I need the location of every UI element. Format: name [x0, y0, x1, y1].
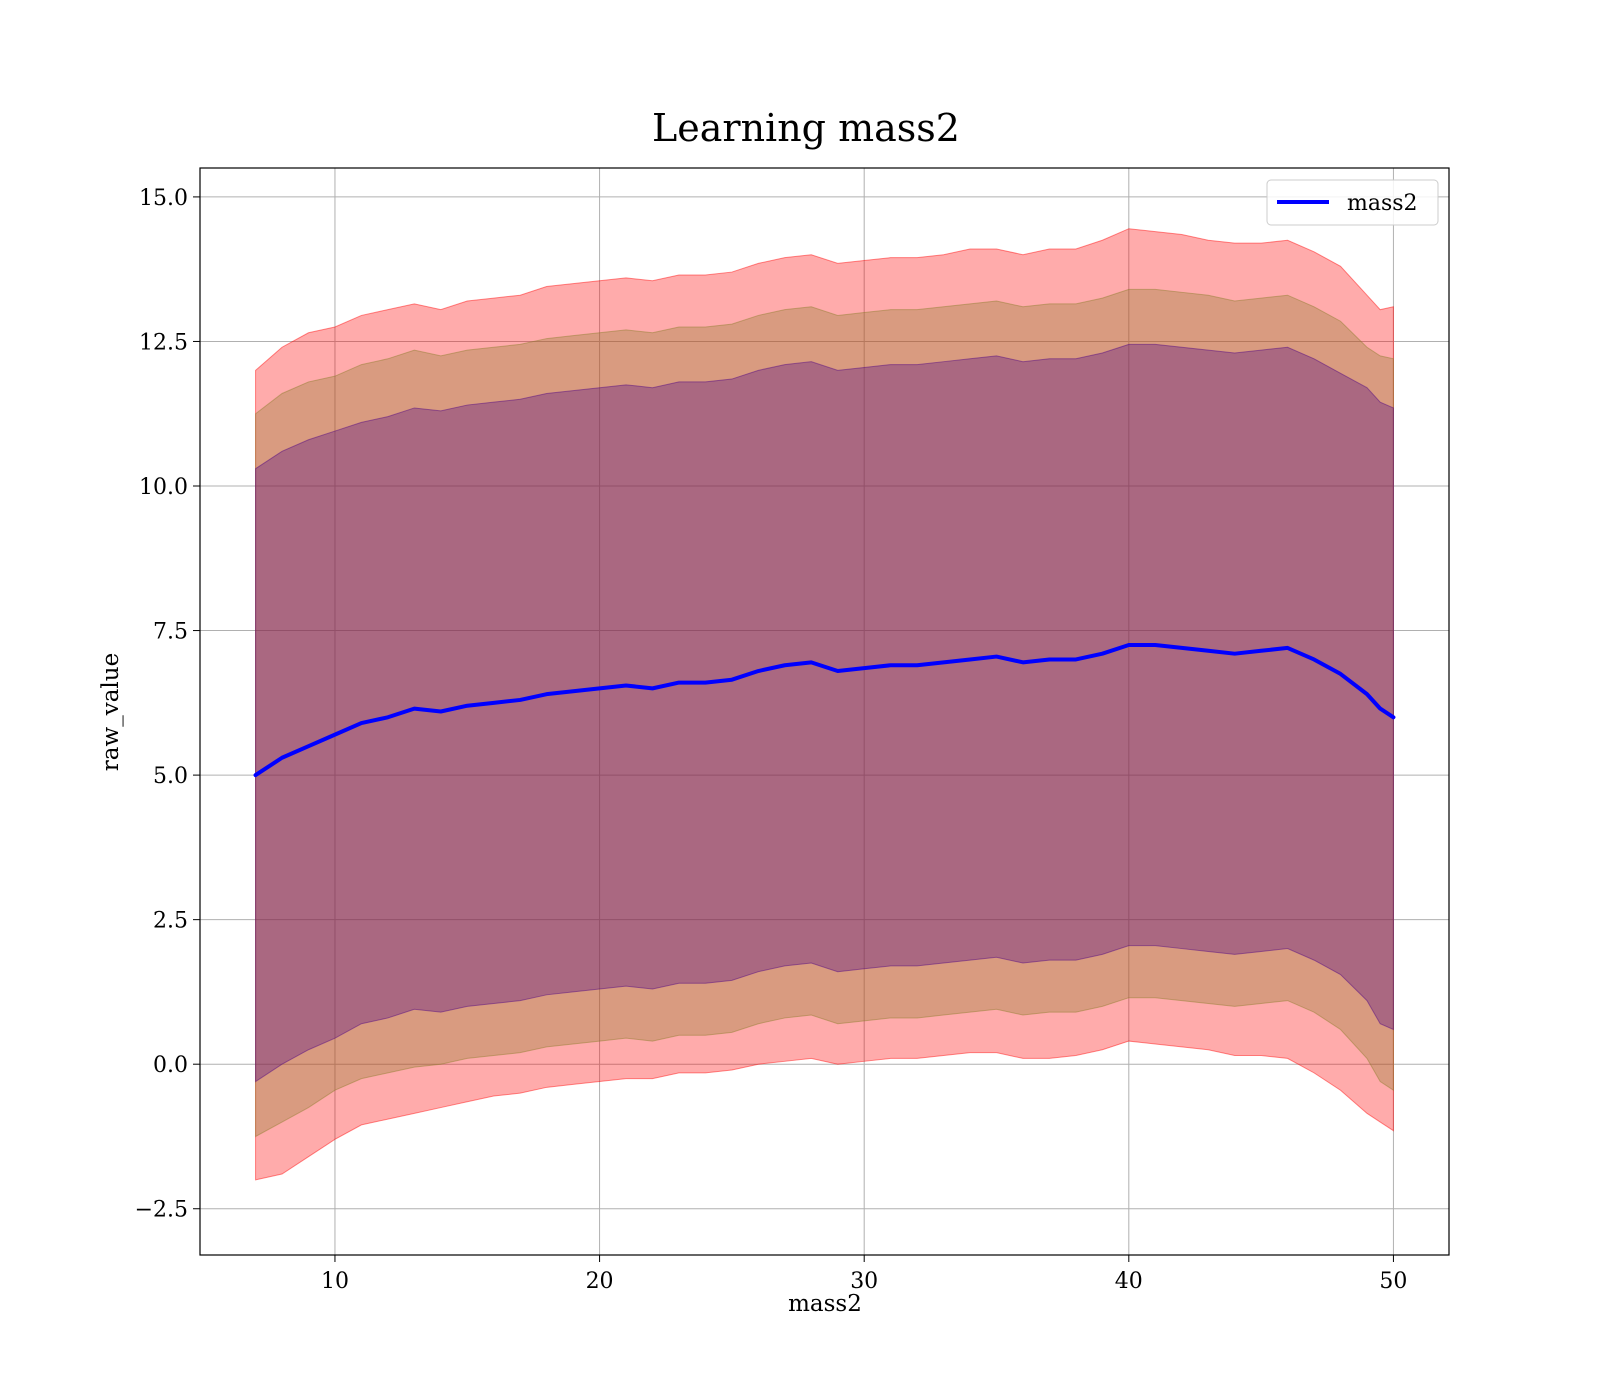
series-line-1 — [253, 643, 1396, 778]
x-axis-label: mass2 — [788, 1291, 862, 1317]
confidence-bands — [255, 228, 1394, 1181]
x-tick-label: 50 — [1379, 1269, 1407, 1294]
legend-entry: mass2 — [1347, 191, 1418, 216]
confidence-band-2 — [255, 288, 1394, 1138]
confidence-band-1 — [255, 228, 1394, 1181]
chart-title: Learning mass2 — [652, 106, 960, 150]
y-tick-label: 5.0 — [153, 764, 188, 789]
x-axis-ticks: 10 20 30 40 50 — [321, 1255, 1407, 1294]
y-axis-label: raw_value — [98, 653, 124, 771]
x-tick-label: 20 — [586, 1269, 614, 1294]
y-tick-label: 2.5 — [153, 909, 188, 934]
y-tick-label: 10.0 — [139, 475, 188, 500]
y-tick-label: 7.5 — [153, 620, 188, 645]
y-tick-label: −2.5 — [135, 1198, 188, 1223]
y-tick-label: 15.0 — [139, 186, 188, 211]
legend-box — [1266, 179, 1439, 226]
x-tick-label: 10 — [321, 1269, 349, 1294]
y-tick-label: 0.0 — [153, 1053, 188, 1078]
legend: mass2 — [1266, 179, 1439, 226]
plot-frame — [199, 167, 1450, 1256]
confidence-band-3 — [255, 343, 1394, 1083]
y-tick-label: 12.5 — [139, 330, 188, 355]
y-axis-ticks: −2.5 0.0 2.5 5.0 7.5 10.0 12.5 15.0 — [135, 186, 200, 1223]
grid — [200, 168, 1449, 1255]
series-lines — [253, 643, 1396, 778]
x-tick-label: 30 — [850, 1269, 878, 1294]
x-tick-label: 40 — [1115, 1269, 1143, 1294]
